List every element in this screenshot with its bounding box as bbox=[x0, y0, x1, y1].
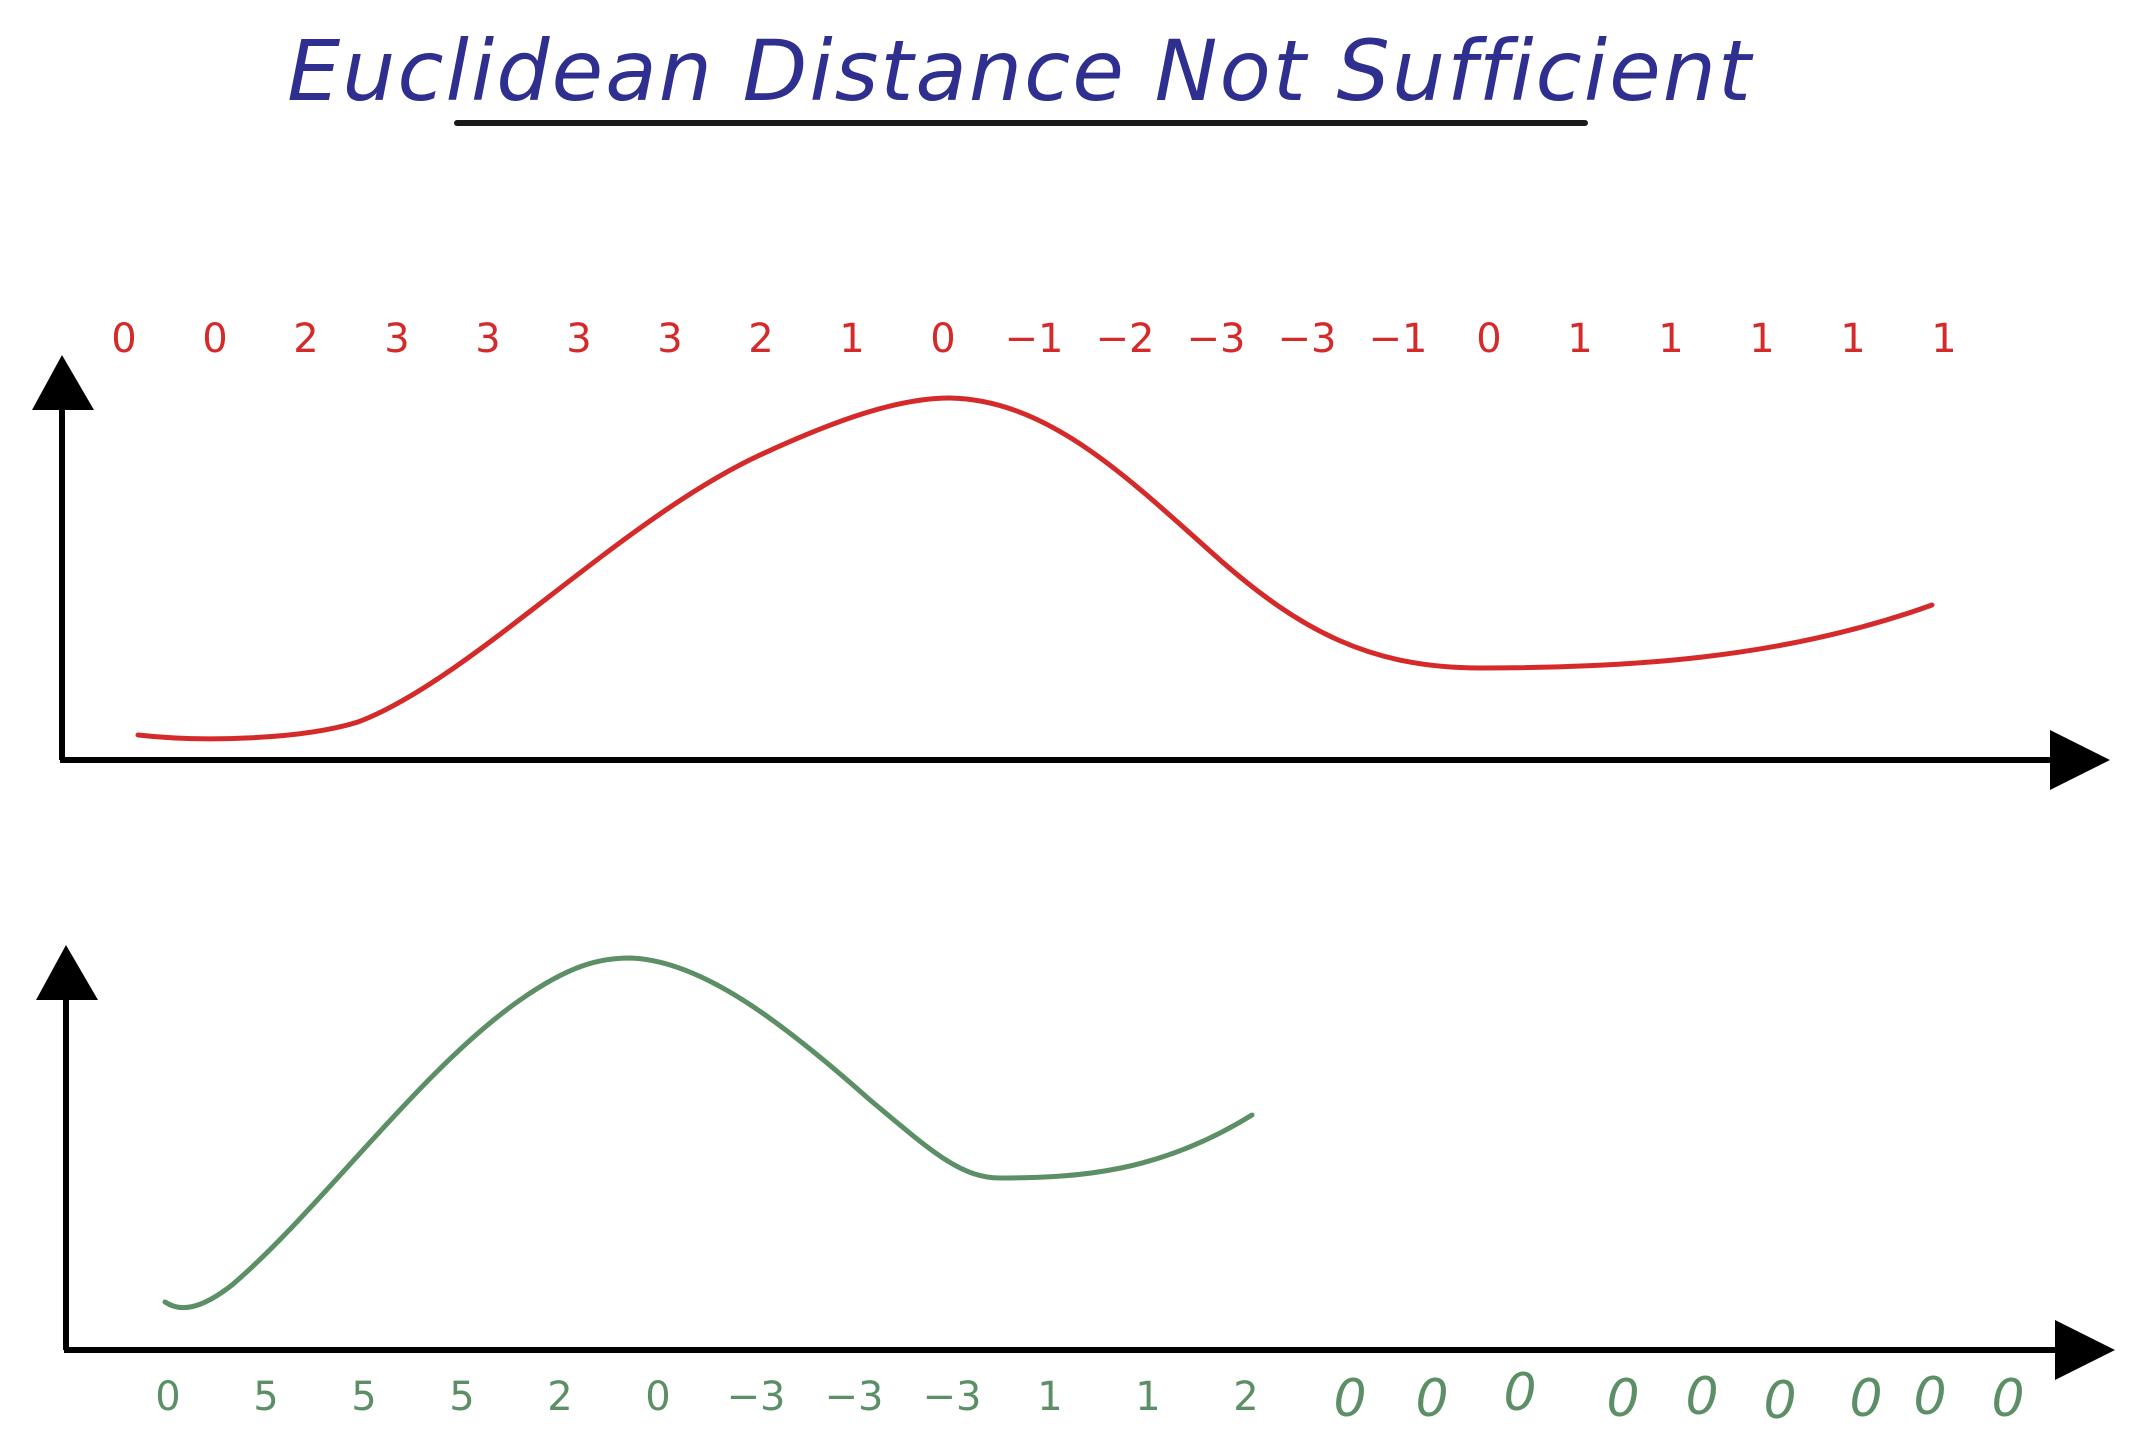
top-x-axis-arrowhead bbox=[2050, 730, 2110, 790]
top-sequence-value: 2 bbox=[293, 316, 318, 362]
bottom-padding-value: 0 bbox=[1991, 1369, 2024, 1429]
top-sequence-value: 3 bbox=[384, 316, 409, 362]
top-sequence-value: 0 bbox=[930, 316, 955, 362]
title-group: Euclidean Distance Not Sufficient bbox=[287, 22, 1754, 126]
top-sequence-value: −2 bbox=[1096, 316, 1155, 362]
top-sequence-value: 3 bbox=[566, 316, 591, 362]
top-sequence-value: −1 bbox=[1369, 316, 1428, 362]
page-title: Euclidean Distance Not Sufficient bbox=[287, 22, 1754, 120]
bottom-sequence-value: 5 bbox=[449, 1374, 474, 1420]
top-sequence-value: −3 bbox=[1187, 316, 1246, 362]
bottom-sequence-labels: 0 5 5 5 2 0 −3 −3 −3 1 1 2 bbox=[155, 1374, 1258, 1420]
top-sequence-value: −3 bbox=[1278, 316, 1337, 362]
bottom-padding-value: 0 bbox=[1849, 1369, 1882, 1429]
top-sequence-value: 2 bbox=[748, 316, 773, 362]
bottom-padding-value: 0 bbox=[1763, 1371, 1796, 1431]
bottom-x-axis-arrowhead bbox=[2055, 1320, 2115, 1380]
bottom-y-axis-arrowhead bbox=[36, 945, 98, 1000]
top-sequence-value: 0 bbox=[202, 316, 227, 362]
top-panel: 0 0 2 3 3 3 3 2 1 0 −1 −2 −3 −3 −1 0 1 1 1 1 1 bbox=[32, 316, 2110, 790]
top-sequence-value: 1 bbox=[1567, 316, 1592, 362]
bottom-sequence-value: −3 bbox=[825, 1374, 884, 1420]
top-sequence-value: 0 bbox=[1476, 316, 1501, 362]
top-sequence-value: 1 bbox=[839, 316, 864, 362]
bottom-sequence-value: 1 bbox=[1037, 1374, 1062, 1420]
top-sequence-labels: 0 0 2 3 3 3 3 2 1 0 −1 −2 −3 −3 −1 0 1 1 1 1 1 bbox=[111, 316, 1956, 362]
bottom-sequence-value: 2 bbox=[1233, 1374, 1258, 1420]
top-sequence-value: 1 bbox=[1658, 316, 1683, 362]
top-sequence-value: 3 bbox=[475, 316, 500, 362]
top-sequence-value: 0 bbox=[111, 316, 136, 362]
bottom-padding-value: 0 bbox=[1415, 1369, 1448, 1429]
bottom-padding-value: 0 bbox=[1606, 1369, 1639, 1429]
bottom-padding-value: 0 bbox=[1333, 1369, 1366, 1429]
bottom-sequence-value: 5 bbox=[253, 1374, 278, 1420]
top-sequence-value: 3 bbox=[657, 316, 682, 362]
bottom-series-curve bbox=[162, 955, 1255, 1311]
bottom-sequence-value: 0 bbox=[155, 1374, 180, 1420]
bottom-sequence-value: 5 bbox=[351, 1374, 376, 1420]
top-sequence-value: 1 bbox=[1931, 316, 1956, 362]
top-sequence-value: 1 bbox=[1840, 316, 1865, 362]
bottom-padding-value: 0 bbox=[1503, 1363, 1536, 1423]
bottom-sequence-value: −3 bbox=[923, 1374, 982, 1420]
bottom-padding-value: 0 bbox=[1685, 1367, 1718, 1427]
top-sequence-value: −1 bbox=[1005, 316, 1064, 362]
bottom-padding-value: 0 bbox=[1913, 1367, 1946, 1427]
top-sequence-value: 1 bbox=[1749, 316, 1774, 362]
top-series-curve bbox=[135, 395, 1935, 742]
bottom-sequence-value: 2 bbox=[547, 1374, 572, 1420]
bottom-sequence-value: 0 bbox=[645, 1374, 670, 1420]
top-y-axis-arrowhead bbox=[32, 355, 94, 410]
bottom-sequence-value: −3 bbox=[727, 1374, 786, 1420]
bottom-sequence-value: 1 bbox=[1135, 1374, 1160, 1420]
